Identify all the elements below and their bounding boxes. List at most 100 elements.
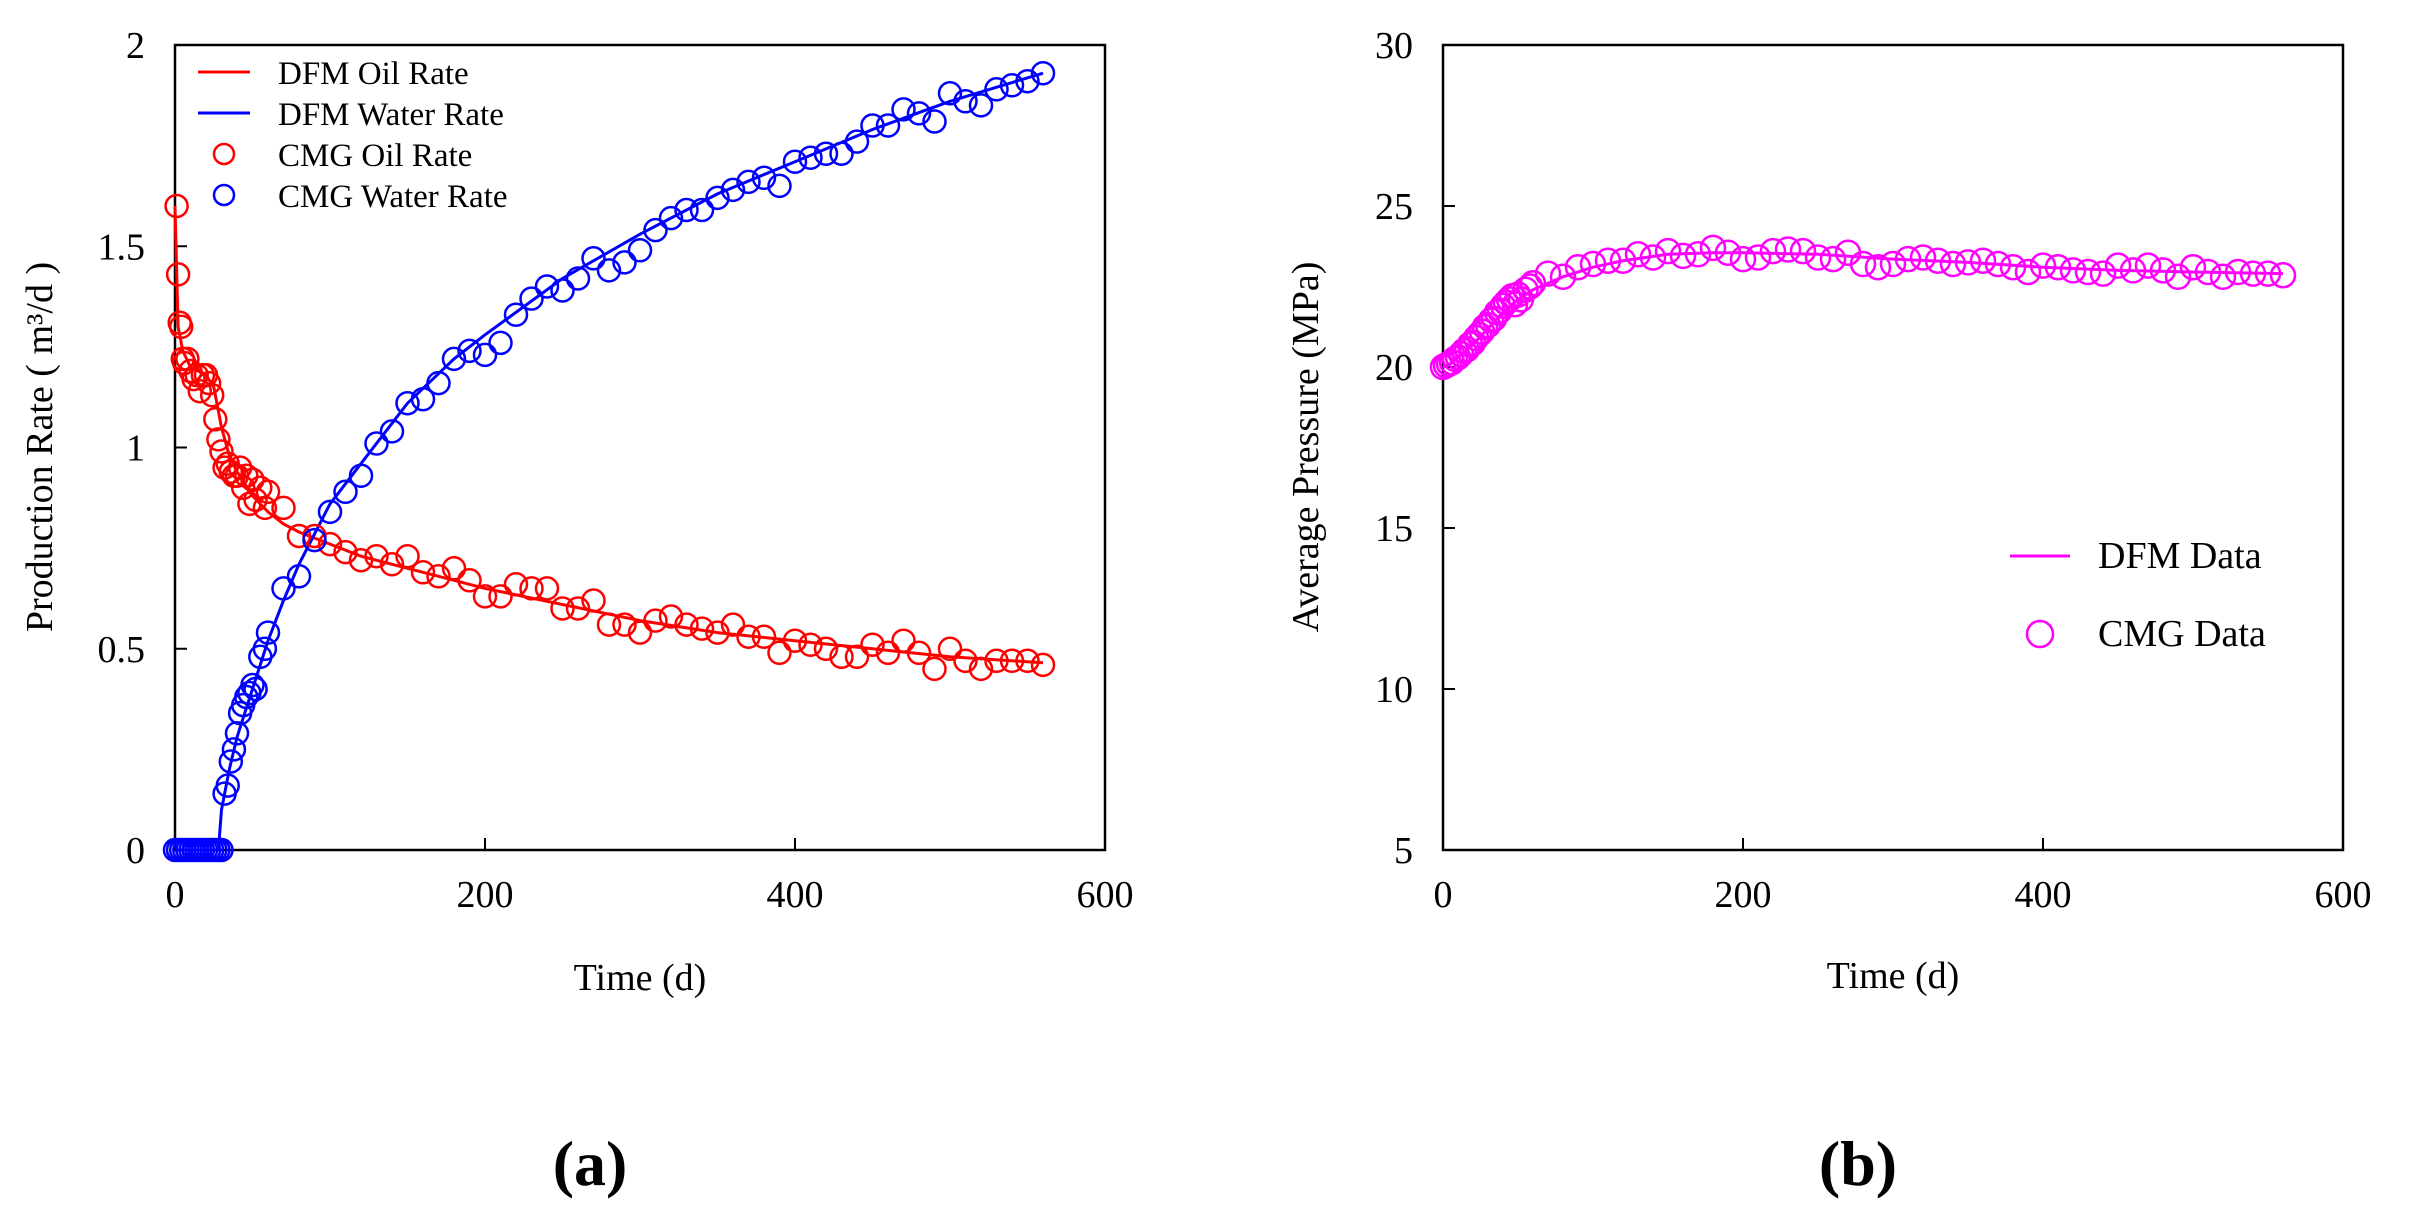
data-point: [348, 547, 374, 573]
data-point: [209, 837, 234, 863]
data-point: [953, 89, 978, 114]
data-point: [736, 169, 761, 195]
data-point: [2029, 252, 2057, 279]
data-point: [767, 640, 792, 666]
legend-circle-marker: [212, 183, 236, 207]
data-point: [534, 274, 560, 299]
data-point: [596, 612, 622, 637]
data-point: [1849, 250, 1877, 278]
data-point: [457, 338, 482, 364]
data-point: [1789, 237, 1817, 265]
data-point: [891, 628, 916, 653]
data-point: [2089, 260, 2117, 287]
data-point: [674, 612, 699, 637]
data-point: [968, 93, 994, 118]
data-point: [891, 97, 916, 122]
data-point: [271, 576, 296, 601]
data-point: [165, 262, 191, 287]
data-point: [1879, 250, 1907, 278]
data-point: [829, 644, 854, 670]
data-point: [255, 620, 281, 645]
data-point: [395, 390, 420, 416]
data-point: [1015, 68, 1040, 94]
data-point: [1684, 241, 1712, 268]
data-point: [720, 612, 746, 637]
data-point: [488, 330, 513, 356]
data-point: [1744, 244, 1772, 271]
y-tick-label: 5: [1394, 830, 1413, 872]
data-point: [426, 370, 451, 396]
data-point: [1512, 276, 1539, 303]
data-point: [1516, 273, 1544, 300]
data-point: [488, 584, 513, 609]
data-point: [720, 177, 746, 203]
data-point: [999, 73, 1025, 98]
x-tick-label: 600: [2315, 874, 2372, 916]
y-tick-label: 25: [1375, 186, 1413, 228]
series-line: [173, 205, 1044, 665]
data-point: [519, 286, 544, 311]
x-tick-label: 400: [2015, 874, 2072, 916]
data-point: [1030, 60, 1056, 86]
data-point: [2194, 258, 2222, 286]
data-point: [1564, 253, 1592, 281]
data-point: [286, 523, 312, 549]
data-point: [2179, 253, 2207, 281]
data-point: [221, 737, 247, 762]
data-point: [627, 620, 653, 645]
data-point: [581, 588, 606, 613]
data-point: [565, 596, 591, 621]
legend-label: CMG Water Rate: [278, 179, 508, 215]
data-point: [922, 656, 947, 682]
data-point: [1549, 263, 1577, 291]
data-point: [953, 648, 978, 674]
data-point: [968, 656, 994, 682]
data-point: [472, 342, 498, 368]
data-point: [1924, 247, 1952, 274]
plot-frame-b: [1441, 43, 2345, 852]
legend-circle-marker: [2025, 619, 2055, 649]
data-point: [984, 77, 1009, 102]
series-points-a: [162, 60, 1056, 863]
data-point: [565, 266, 591, 291]
data-point: [844, 129, 870, 154]
data-point: [234, 463, 259, 488]
data-point: [196, 370, 222, 396]
data-point: [1894, 245, 1922, 273]
data-point: [2254, 260, 2282, 287]
data-point: [1579, 250, 1607, 278]
data-point: [224, 721, 250, 746]
data-point: [999, 648, 1025, 674]
data-point: [472, 584, 498, 609]
data-point: [612, 250, 637, 275]
data-point: [1015, 648, 1040, 674]
y-tick-label: 1: [126, 428, 145, 470]
data-point: [243, 487, 268, 513]
data-point: [302, 527, 327, 553]
data-point: [164, 193, 189, 219]
y-axis-label-a: Production Rate ( m³/d ): [19, 262, 61, 632]
data-point: [643, 217, 668, 243]
data-point: [2119, 257, 2147, 284]
data-point: [813, 141, 839, 166]
data-point: [441, 556, 467, 581]
y-tick-label: 0: [126, 830, 145, 872]
y-tick-label: 15: [1375, 508, 1413, 550]
data-point: [187, 378, 213, 404]
series-lines-b: [1442, 251, 2284, 369]
data-point: [1534, 260, 1562, 287]
data-point: [860, 113, 885, 138]
data-point: [2224, 258, 2252, 286]
data-point: [1999, 253, 2027, 281]
data-point: [379, 551, 405, 577]
data-point: [2149, 257, 2177, 284]
data-point: [1819, 245, 1847, 273]
legend-label: CMG Data: [2098, 613, 2266, 655]
data-point: [705, 620, 730, 645]
data-point: [395, 543, 420, 569]
data-point: [2104, 252, 2132, 279]
x-tick-label: 200: [1715, 874, 1772, 916]
data-point: [658, 205, 684, 231]
data-point: [860, 632, 885, 657]
data-point: [1984, 250, 2012, 278]
